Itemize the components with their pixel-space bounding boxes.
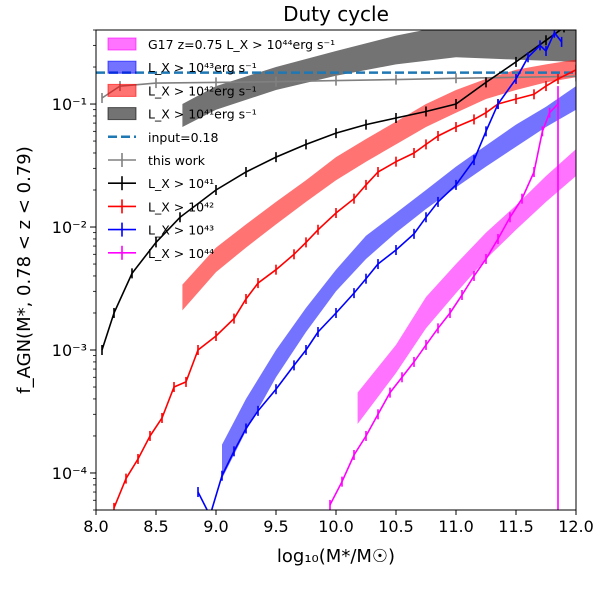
band-1 <box>182 59 576 311</box>
legend-label-0: G17 z=0.75 L_X > 10⁴⁴erg s⁻¹ <box>148 37 335 52</box>
legend-label-9: L_X > 10⁴⁴ <box>148 246 214 261</box>
legend-label-1: L_X > 10⁴³erg s⁻¹ <box>148 60 257 75</box>
legend-label-2: L_X > 10⁴²erg s⁻¹ <box>148 83 257 98</box>
legend-swatch-0 <box>107 37 137 51</box>
legend: G17 z=0.75 L_X > 10⁴⁴erg s⁻¹ L_X > 10⁴³er… <box>107 37 335 261</box>
x-tick-label: 12.0 <box>558 517 594 536</box>
x-tick-label: 10.5 <box>378 517 414 536</box>
chart-title: Duty cycle <box>283 2 389 26</box>
y-tick-label: 10⁻² <box>52 218 87 237</box>
legend-label-5: this work <box>148 153 206 168</box>
y-axis-label: f_AGN(M*, 0.78 < z < 0.79) <box>14 146 35 393</box>
legend-swatch-3 <box>107 107 137 121</box>
x-tick-label: 9.0 <box>203 517 228 536</box>
legend-label-8: L_X > 10⁴³ <box>148 223 214 238</box>
axes: 8.0 8.5 9.0 9.5 10.0 10.5 11.0 11.5 12.0 10⁻⁴ 10⁻³… <box>52 29 594 536</box>
legend-label-3: L_X > 10⁴¹erg s⁻¹ <box>148 107 257 122</box>
series-line-3 <box>197 31 563 510</box>
y-tick-label: 10⁻¹ <box>52 95 87 114</box>
band-3 <box>357 149 576 424</box>
y-tick-label: 10⁻⁴ <box>52 464 87 483</box>
y-tick-label: 10⁻³ <box>52 341 87 360</box>
x-tick-label: 8.0 <box>83 517 108 536</box>
x-axis-label: log₁₀(M*/M☉) <box>277 546 395 567</box>
data-series <box>96 30 576 510</box>
x-tick-label: 10.0 <box>318 517 354 536</box>
band-0 <box>182 30 576 127</box>
legend-swatch-2 <box>107 83 137 97</box>
x-tick-label: 11.0 <box>438 517 474 536</box>
shaded-bands <box>182 30 576 479</box>
legend-label-7: L_X > 10⁴² <box>148 199 214 214</box>
legend-swatch-1 <box>107 60 137 74</box>
x-tick-label: 11.5 <box>498 517 534 536</box>
series-line-1 <box>101 30 562 351</box>
x-tick-label: 9.5 <box>263 517 288 536</box>
band-2 <box>222 86 576 479</box>
x-tick-label: 8.5 <box>143 517 168 536</box>
legend-label-6: L_X > 10⁴¹ <box>148 176 214 191</box>
legend-label-4: input=0.18 <box>148 130 219 145</box>
